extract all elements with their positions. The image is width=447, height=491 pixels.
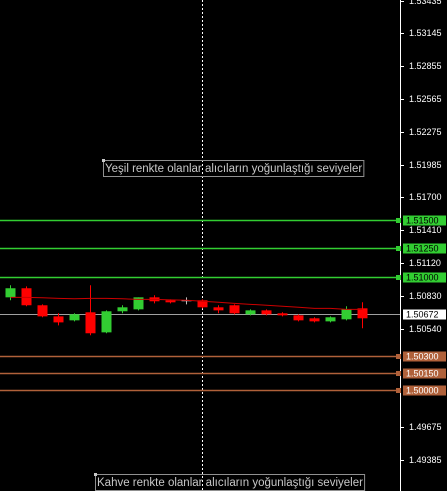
candle-body	[21, 288, 32, 306]
candle-body	[261, 310, 272, 315]
level-marker	[396, 218, 401, 223]
level-label-box	[403, 368, 446, 379]
candle-body	[229, 305, 240, 314]
level-label-box	[403, 385, 446, 396]
candle-body	[5, 288, 16, 298]
candle-body	[117, 307, 128, 312]
y-tick-label: 1.50540	[409, 324, 442, 334]
current-price-label: 1.50672	[406, 309, 439, 319]
level-marker	[396, 388, 401, 393]
candle-body	[245, 310, 256, 315]
annotation-box	[103, 160, 365, 177]
y-tick-label: 1.50830	[409, 291, 442, 301]
candle-body	[197, 300, 208, 308]
candle-body	[37, 305, 48, 317]
y-tick-label: 1.51985	[409, 160, 442, 170]
candle-body	[277, 313, 288, 316]
candle-body	[133, 297, 144, 310]
level-marker	[396, 275, 401, 280]
candle-body	[101, 311, 112, 333]
candle-body	[325, 317, 336, 322]
level-marker	[396, 371, 401, 376]
level-label-box	[403, 215, 446, 226]
annotation-anchor	[102, 159, 105, 162]
level-marker	[396, 354, 401, 359]
moving-average	[10, 296, 363, 310]
level-label-box	[403, 243, 446, 254]
y-tick-label: 1.52565	[409, 94, 442, 104]
y-tick-label: 1.51700	[409, 192, 442, 202]
candle-body	[309, 318, 320, 322]
y-tick-label: 1.51410	[409, 225, 442, 235]
level-label-box	[403, 351, 446, 362]
level-marker	[396, 246, 401, 251]
y-tick-label: 1.53435	[409, 0, 442, 6]
annotation-anchor	[94, 473, 97, 476]
level-label: 1.51000	[406, 272, 439, 282]
y-tick-label: 1.49675	[409, 422, 442, 432]
y-tick-label: 1.52855	[409, 61, 442, 71]
candle-body	[85, 312, 96, 334]
y-tick-label: 1.52275	[409, 127, 442, 137]
annotation-text: Kahve renkte olanlar alıcıların yoğunlaş…	[97, 477, 363, 489]
candle-body	[293, 315, 304, 321]
candle-body	[165, 300, 176, 303]
level-label: 1.50150	[406, 368, 439, 378]
annotation-text: Yeşil renkte olanlar alıcıların yoğunlaş…	[105, 163, 362, 175]
level-label: 1.50000	[406, 385, 439, 395]
level-label: 1.51500	[406, 215, 439, 225]
candle-body	[341, 309, 352, 320]
level-label: 1.50300	[406, 351, 439, 361]
y-tick-label: 1.51120	[409, 258, 441, 268]
candle-body	[213, 307, 224, 311]
candle-body	[69, 314, 80, 321]
current-price-box	[403, 309, 446, 320]
candle-body	[53, 316, 64, 323]
level-label: 1.51250	[406, 243, 439, 253]
y-tick-label: 1.53145	[409, 28, 442, 38]
level-label-box	[403, 272, 446, 283]
candle-body	[357, 308, 368, 319]
y-tick-label: 1.49385	[409, 455, 442, 465]
